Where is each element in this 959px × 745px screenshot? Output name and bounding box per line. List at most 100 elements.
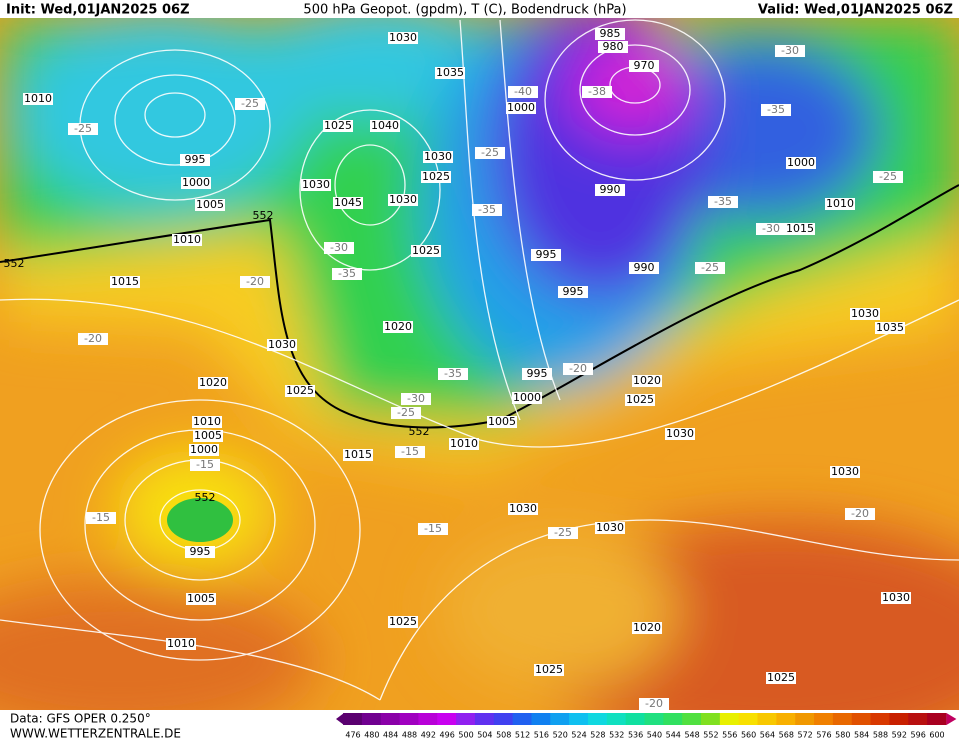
temperature-label-box bbox=[395, 446, 425, 458]
temperature-label-box bbox=[418, 523, 448, 535]
colorbar-label: 548 bbox=[684, 731, 699, 740]
isobar-label: 995 bbox=[563, 285, 584, 298]
isobar-label: 1030 bbox=[389, 193, 417, 206]
isobar-label-box bbox=[370, 120, 400, 132]
temperature-label-box bbox=[756, 223, 786, 235]
colorbar-label: 504 bbox=[477, 731, 492, 740]
height-label: 552 bbox=[4, 257, 25, 270]
isobar-label: 1020 bbox=[633, 374, 661, 387]
colorbar-swatch bbox=[927, 713, 947, 725]
colorbar-label: 480 bbox=[364, 731, 379, 740]
isobar-label-box bbox=[180, 154, 210, 166]
colorbar-label: 580 bbox=[835, 731, 850, 740]
isobar-label-box bbox=[512, 392, 542, 404]
isobar-label: 1025 bbox=[535, 663, 563, 676]
isobar-label-box bbox=[629, 262, 659, 274]
isobar-label: 1015 bbox=[344, 448, 372, 461]
colorbar-swatch bbox=[719, 713, 740, 725]
isobar-label-box bbox=[388, 616, 418, 628]
colorbar-label: 476 bbox=[345, 731, 360, 740]
isobar-label-box bbox=[189, 444, 219, 456]
temperature-label-box bbox=[775, 45, 805, 57]
isobar-label: 1030 bbox=[389, 31, 417, 44]
isobar-label: 995 bbox=[190, 545, 211, 558]
contour-552 bbox=[0, 184, 959, 429]
isobar-label: 1030 bbox=[851, 307, 879, 320]
isobar-label-box bbox=[595, 28, 625, 40]
isobar-label: 985 bbox=[600, 27, 621, 40]
isobar-label-box bbox=[423, 151, 453, 163]
temperature-label: -20 bbox=[645, 697, 663, 710]
isobar-label-box bbox=[388, 32, 418, 44]
colorbar-swatch bbox=[456, 713, 476, 725]
colorbar-swatch bbox=[870, 713, 890, 725]
temperature-label: -38 bbox=[588, 85, 606, 98]
colorbar-swatch bbox=[832, 713, 853, 725]
isobar-label-box bbox=[186, 593, 216, 605]
isobar-label-box bbox=[23, 93, 53, 105]
isobar-label: 1035 bbox=[876, 321, 904, 334]
colorbar-label: 540 bbox=[647, 731, 662, 740]
isobar-label: 1035 bbox=[436, 66, 464, 79]
temperature-label-box bbox=[391, 407, 421, 419]
isobar-label: 1030 bbox=[596, 521, 624, 534]
isobar-label-box bbox=[172, 234, 202, 246]
colorbar-label: 560 bbox=[741, 731, 756, 740]
colorbar-swatch bbox=[663, 713, 683, 725]
temperature-label: -40 bbox=[514, 85, 532, 98]
isobar-label: 1025 bbox=[626, 393, 654, 406]
isobar-label: 1010 bbox=[450, 437, 478, 450]
isobar-label-box bbox=[786, 157, 816, 169]
colorbar-label: 528 bbox=[590, 731, 605, 740]
map-title: 500 hPa Geopot. (gpdm), T (C), Bodendruc… bbox=[303, 3, 626, 18]
isobar-label-box bbox=[343, 449, 373, 461]
colorbar-label: 572 bbox=[797, 731, 812, 740]
isobar-label: 1000 bbox=[787, 156, 815, 169]
height-label: 552 bbox=[195, 491, 216, 504]
isobar-label: 1020 bbox=[384, 320, 412, 333]
isobar-label: 1000 bbox=[507, 101, 535, 114]
colorbar-swatch bbox=[606, 713, 627, 725]
colorbar-swatch bbox=[474, 713, 495, 725]
isobar-label: 1025 bbox=[767, 671, 795, 684]
temperature-label: -30 bbox=[762, 222, 780, 235]
colorbar-label: 552 bbox=[703, 731, 718, 740]
isobar-label: 1020 bbox=[199, 376, 227, 389]
isobar-label-box bbox=[766, 672, 796, 684]
colorbar-swatch bbox=[512, 713, 532, 725]
isobar-label-box bbox=[522, 368, 552, 380]
colorbar-label: 588 bbox=[873, 731, 888, 740]
colorbar-swatch bbox=[908, 713, 928, 725]
temperature-label: -20 bbox=[569, 362, 587, 375]
website: WWW.WETTERZENTRALE.DE bbox=[10, 727, 181, 741]
temperature-label: -15 bbox=[196, 458, 214, 471]
isobar-label-box bbox=[333, 197, 363, 209]
colorbar-label: 556 bbox=[722, 731, 737, 740]
colorbar-swatch bbox=[814, 713, 834, 725]
colorbar-label: 592 bbox=[892, 731, 907, 740]
temperature-label-box bbox=[708, 196, 738, 208]
colorbar-swatch bbox=[776, 713, 796, 725]
temperature-label: -20 bbox=[246, 275, 264, 288]
isobar-label: 995 bbox=[536, 248, 557, 261]
colorbar-label: 500 bbox=[458, 731, 473, 740]
temperature-label: -30 bbox=[781, 44, 799, 57]
temperature-label: -30 bbox=[407, 392, 425, 405]
colorbar-swatch bbox=[795, 713, 815, 725]
isobar-label: 1030 bbox=[831, 465, 859, 478]
isobar-label: 1000 bbox=[513, 391, 541, 404]
colorbar-swatch bbox=[851, 713, 872, 725]
temperature-label: -25 bbox=[701, 261, 719, 274]
isobar-label-box bbox=[629, 60, 659, 72]
isobar-label: 1030 bbox=[424, 150, 452, 163]
isobar-label-box bbox=[595, 522, 625, 534]
isobar-label: 990 bbox=[634, 261, 655, 274]
colorbar-swatch bbox=[682, 713, 702, 725]
height-label: 552 bbox=[409, 425, 430, 438]
isobar-label-box bbox=[665, 428, 695, 440]
green-cell bbox=[167, 498, 233, 542]
temperature-label-box bbox=[472, 204, 502, 216]
isobar-label-box bbox=[110, 276, 140, 288]
temperature-label: -35 bbox=[478, 203, 496, 216]
temperature-label-box bbox=[639, 698, 669, 710]
